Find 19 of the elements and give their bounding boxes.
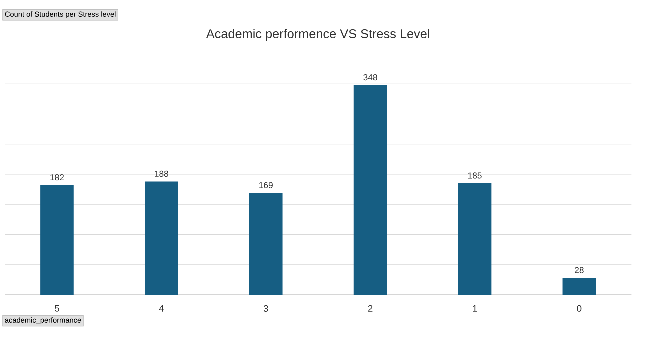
bar	[249, 193, 283, 295]
x-tick-label: 3	[264, 305, 268, 312]
bar	[145, 182, 178, 295]
bar	[562, 278, 596, 295]
bar	[40, 185, 74, 295]
data-label: 348	[364, 74, 378, 81]
bar	[458, 184, 492, 295]
x-tick-label: 5	[55, 305, 60, 312]
data-label: 28	[575, 267, 584, 274]
x-tick-label: 4	[159, 305, 164, 312]
data-label: 188	[155, 170, 169, 178]
data-label: 169	[260, 182, 273, 188]
chart-title: Academic performence VS Stress Level	[206, 29, 430, 41]
data-label: 182	[50, 174, 64, 181]
x-tick-label: 2	[368, 305, 373, 312]
x-tick-label: 1	[473, 305, 478, 312]
bar	[354, 85, 388, 295]
data-label: 185	[468, 172, 482, 179]
x-tick-label: 0	[577, 305, 582, 312]
